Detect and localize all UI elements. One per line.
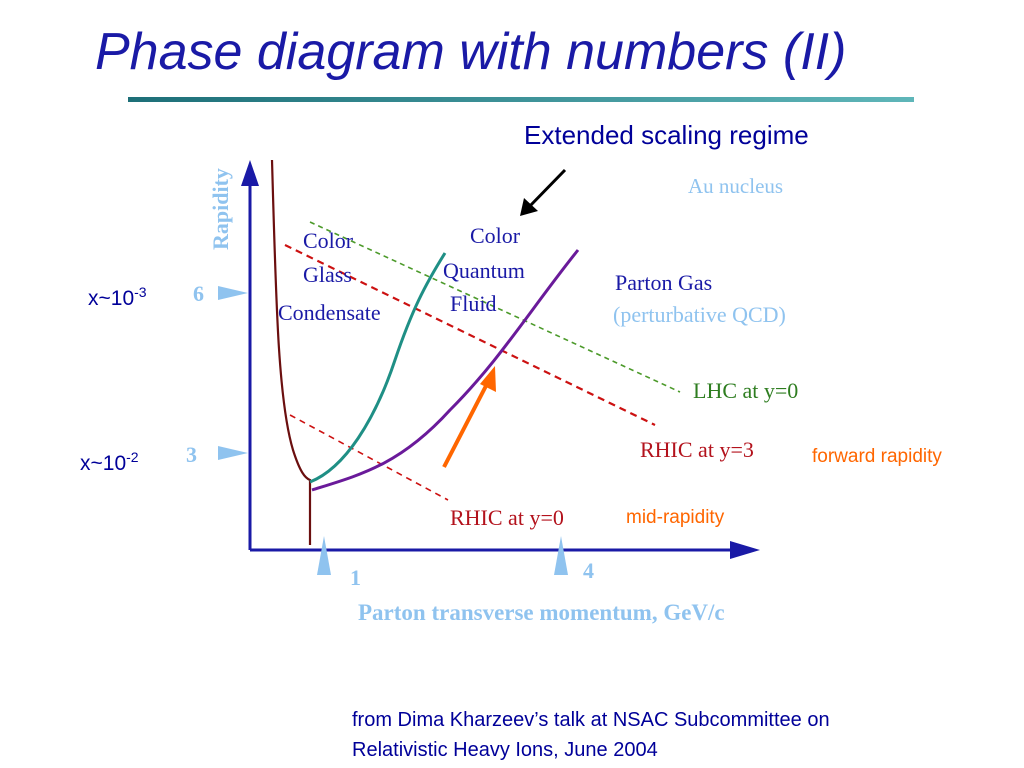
- forward-rapidity-label: forward rapidity: [812, 446, 942, 467]
- y-tick-6-marker: [218, 286, 248, 300]
- cgc-label-line1: Color: [303, 228, 354, 253]
- au-nucleus-label: Au nucleus: [688, 174, 783, 198]
- cqf-label-line3: Fluid: [450, 291, 496, 316]
- lhc-label: LHC at y=0: [693, 378, 798, 403]
- x-lower-label: x~10-2: [80, 449, 139, 476]
- parton-gas-boundary-curve: [311, 249, 580, 492]
- lhc-dashed-line: [309, 221, 681, 393]
- x-lower-exponent: -2: [126, 449, 139, 465]
- extended-scaling-label: Extended scaling regime: [524, 120, 809, 150]
- credit-line-2: Relativistic Heavy Ions, June 2004: [352, 739, 658, 761]
- x-upper-exponent: -3: [134, 284, 147, 300]
- rhic-y3-dashed-line: [284, 244, 656, 426]
- mid-rapidity-label: mid-rapidity: [626, 507, 725, 528]
- cqf-label-line1: Color: [470, 223, 521, 248]
- x-tick-1: 1: [350, 565, 361, 590]
- cqf-lower-boundary-curve: [309, 252, 447, 484]
- page-title: Phase diagram with numbers (II): [95, 23, 847, 81]
- y-axis-arrowhead: [241, 160, 259, 186]
- x-tick-4-marker: [554, 536, 568, 575]
- y-tick-3-marker: [218, 446, 248, 460]
- perturbative-qcd-label: (perturbative QCD): [613, 302, 786, 327]
- cgc-label-line3: Condensate: [278, 300, 381, 325]
- extended-scaling-arrow: [526, 168, 567, 210]
- cgc-boundary-curve: [270, 159, 312, 545]
- extended-scaling-arrowhead: [520, 198, 538, 216]
- rhic-y3-label: RHIC at y=3: [640, 437, 754, 462]
- credit-note: from Dima Kharzeev’s talk at NSAC Subcom…: [352, 705, 830, 765]
- credit-line-1: from Dima Kharzeev’s talk at NSAC Subcom…: [352, 709, 830, 731]
- y-tick-3: 3: [186, 442, 197, 467]
- x-upper-base: x~10: [88, 287, 135, 310]
- x-tick-4: 4: [583, 558, 594, 583]
- rhic-y0-dashed-line: [289, 414, 449, 501]
- cgc-label-line2: Glass: [303, 262, 352, 287]
- x-tick-1-marker: [317, 536, 331, 575]
- x-upper-label: x~10-3: [88, 284, 147, 311]
- x-lower-base: x~10: [80, 452, 127, 475]
- title-underline: [128, 97, 914, 102]
- parton-gas-label: Parton Gas: [615, 270, 712, 295]
- cqf-label-line2: Quantum: [443, 258, 525, 283]
- orange-arrow: [442, 381, 490, 468]
- y-axis-label: Rapidity: [208, 168, 233, 250]
- x-axis-label: Parton transverse momentum, GeV/c: [358, 600, 725, 625]
- x-axis-arrowhead: [730, 541, 760, 559]
- y-tick-6: 6: [193, 281, 204, 306]
- rhic-y0-label: RHIC at y=0: [450, 505, 564, 530]
- orange-arrowhead: [480, 366, 496, 392]
